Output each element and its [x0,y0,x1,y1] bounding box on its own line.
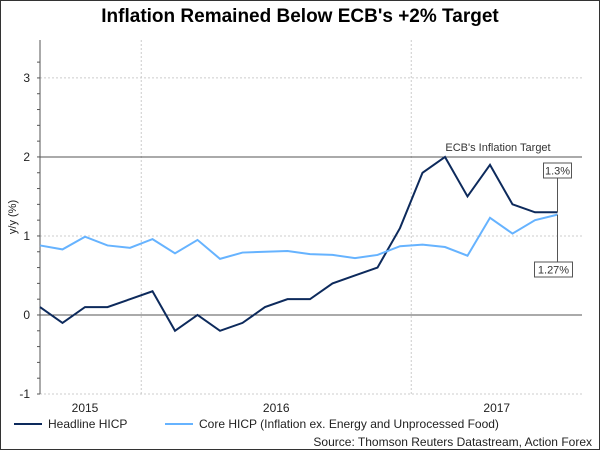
legend-swatch [165,423,193,425]
annotation-label: 1.3% [545,166,570,178]
series-line-core [39,213,558,260]
annotation-box [534,261,573,278]
y-tick-label: -1 [19,387,30,401]
y-tick-label: 0 [23,308,30,322]
legend-item-headline: Headline HICP [14,417,127,431]
x-tick-label: 2016 [263,401,290,415]
y-tick-label: 1 [23,229,30,243]
y-tick-label: 3 [23,71,30,85]
reference-line-label: ECB's Inflation Target [445,142,550,154]
annotation-box [543,162,572,179]
legend-label: Headline HICP [48,417,128,431]
y-axis-label: y/y (%) [7,200,19,234]
legend-swatch [14,423,42,425]
x-tick-label: 2017 [483,401,510,415]
annotation-label: 1.27% [538,265,569,277]
source-note: Source: Thomson Reuters Datastream, Acti… [313,435,592,449]
series-line-headline [39,155,558,333]
y-tick-label: 2 [23,150,30,164]
legend-item-core: Core HICP (Inflation ex. Energy and Unpr… [165,417,499,431]
chart-title: Inflation Remained Below ECB's +2% Targe… [101,6,499,27]
legend-label: Core HICP (Inflation ex. Energy and Unpr… [199,417,499,431]
x-tick-label: 2015 [72,401,99,415]
